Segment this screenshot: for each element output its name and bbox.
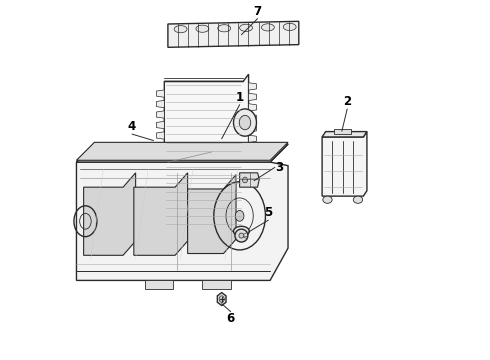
Polygon shape — [84, 173, 136, 255]
Polygon shape — [188, 175, 236, 253]
Polygon shape — [322, 132, 367, 137]
Ellipse shape — [174, 26, 187, 33]
Ellipse shape — [235, 229, 248, 242]
Polygon shape — [156, 100, 164, 108]
Polygon shape — [156, 121, 164, 129]
Polygon shape — [156, 153, 164, 160]
Polygon shape — [168, 21, 299, 47]
Ellipse shape — [240, 24, 252, 31]
Text: 4: 4 — [128, 120, 136, 133]
Polygon shape — [248, 135, 256, 143]
Ellipse shape — [218, 25, 231, 32]
Polygon shape — [248, 208, 256, 216]
Polygon shape — [76, 144, 288, 162]
Polygon shape — [76, 162, 288, 280]
Polygon shape — [248, 188, 256, 195]
Bar — [335, 129, 351, 134]
Ellipse shape — [323, 196, 332, 203]
Polygon shape — [248, 83, 256, 90]
Polygon shape — [156, 142, 164, 150]
Polygon shape — [76, 142, 288, 160]
Ellipse shape — [239, 233, 244, 238]
Polygon shape — [156, 132, 164, 139]
Polygon shape — [248, 104, 256, 111]
Ellipse shape — [243, 177, 247, 183]
Text: 3: 3 — [275, 161, 283, 174]
Ellipse shape — [261, 24, 274, 31]
Text: 7: 7 — [253, 5, 262, 18]
Polygon shape — [156, 163, 164, 171]
Ellipse shape — [283, 23, 296, 31]
Text: 1: 1 — [236, 91, 244, 104]
Polygon shape — [156, 195, 164, 202]
Polygon shape — [156, 216, 164, 223]
Ellipse shape — [234, 109, 256, 136]
Ellipse shape — [239, 115, 251, 130]
Polygon shape — [248, 177, 256, 184]
Polygon shape — [248, 146, 256, 153]
Ellipse shape — [235, 211, 244, 221]
Text: 2: 2 — [343, 95, 351, 108]
Polygon shape — [134, 173, 188, 255]
Ellipse shape — [196, 25, 209, 32]
Polygon shape — [248, 156, 256, 163]
Polygon shape — [156, 205, 164, 212]
Polygon shape — [156, 174, 164, 181]
Ellipse shape — [234, 226, 249, 236]
Polygon shape — [248, 114, 256, 122]
Polygon shape — [164, 74, 248, 228]
Polygon shape — [76, 144, 288, 162]
Polygon shape — [322, 132, 367, 196]
Text: 6: 6 — [226, 311, 235, 325]
Polygon shape — [156, 111, 164, 118]
Bar — [202, 280, 231, 289]
Ellipse shape — [219, 296, 224, 302]
Polygon shape — [248, 167, 256, 174]
Bar — [145, 280, 173, 289]
Polygon shape — [248, 93, 256, 100]
Polygon shape — [218, 293, 226, 306]
Polygon shape — [156, 90, 164, 97]
Ellipse shape — [353, 196, 363, 203]
Text: 5: 5 — [264, 206, 272, 219]
Polygon shape — [248, 198, 256, 205]
Polygon shape — [248, 125, 256, 132]
Polygon shape — [240, 173, 259, 187]
Polygon shape — [156, 184, 164, 192]
